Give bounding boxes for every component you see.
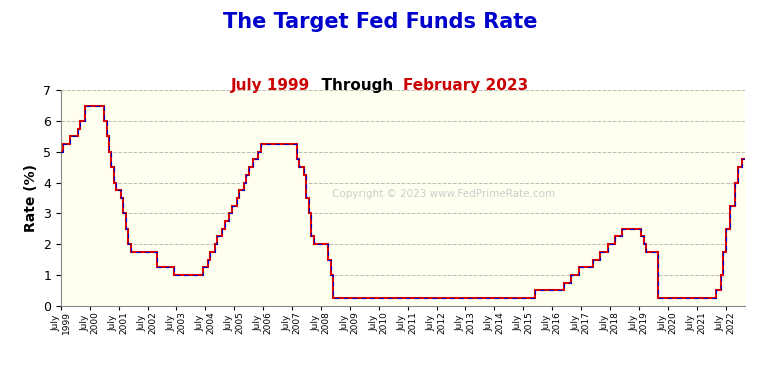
Text: Copyright © 2023 www.FedPrimeRate.com: Copyright © 2023 www.FedPrimeRate.com <box>332 189 556 199</box>
Text: February 2023: February 2023 <box>404 78 529 93</box>
Y-axis label: Rate (%): Rate (%) <box>24 164 37 232</box>
Text: July 1999: July 1999 <box>231 78 311 93</box>
Text: The Target Fed Funds Rate: The Target Fed Funds Rate <box>223 12 537 32</box>
Text: Through: Through <box>311 78 404 93</box>
